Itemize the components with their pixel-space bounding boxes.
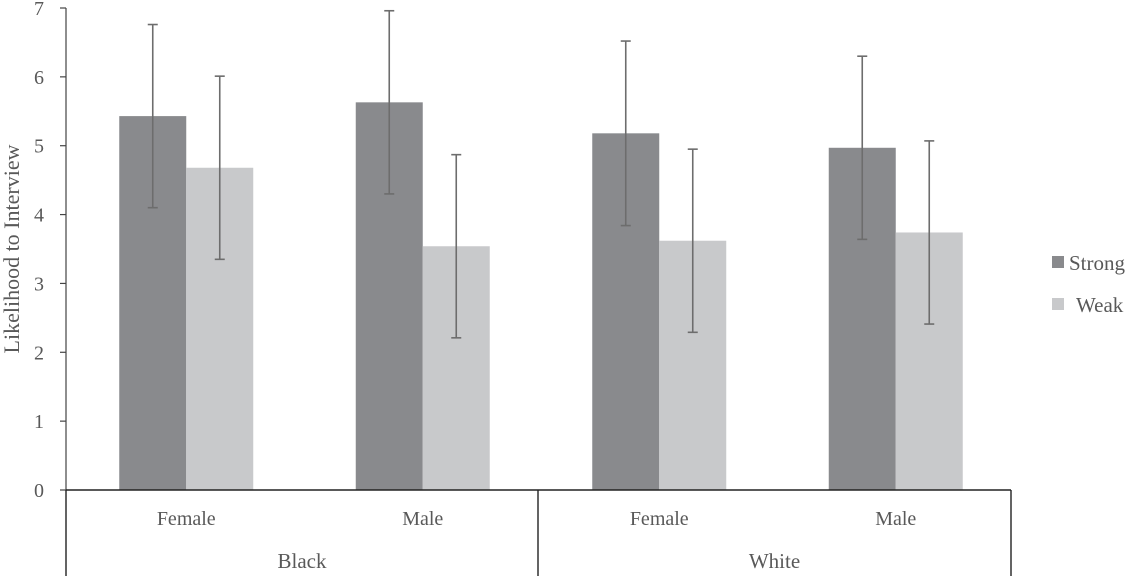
legend-swatch-strong [1052, 256, 1064, 268]
legend-label-weak: Weak [1076, 293, 1124, 317]
x-group-label: Black [278, 549, 327, 573]
x-group-label: White [749, 549, 800, 573]
x-category-label: Female [157, 508, 216, 530]
legend-swatch-weak [1052, 298, 1064, 310]
y-tick-label: 3 [34, 273, 44, 295]
y-tick-label: 7 [34, 0, 44, 20]
y-tick-label: 5 [34, 136, 44, 158]
bars-layer [119, 102, 963, 490]
y-tick-label: 1 [34, 411, 44, 433]
y-tick-label: 2 [34, 342, 44, 364]
x-category-label: Male [402, 508, 443, 530]
axis-layer [60, 7, 1012, 576]
y-tick-label: 0 [34, 480, 44, 502]
labels-layer: 0 1 2 3 4 5 6 7 Female Male Female Male Black White Li… [0, 0, 916, 573]
x-category-label: Female [630, 508, 689, 530]
legend: Strong Weak [1052, 251, 1126, 317]
y-tick-label: 6 [34, 67, 44, 89]
legend-label-strong: Strong [1069, 251, 1126, 275]
y-tick-label: 4 [34, 205, 44, 227]
y-axis-label: Likelihood to Interview [0, 144, 24, 353]
error-bars-layer [147, 9, 935, 339]
x-category-label: Male [875, 508, 916, 530]
